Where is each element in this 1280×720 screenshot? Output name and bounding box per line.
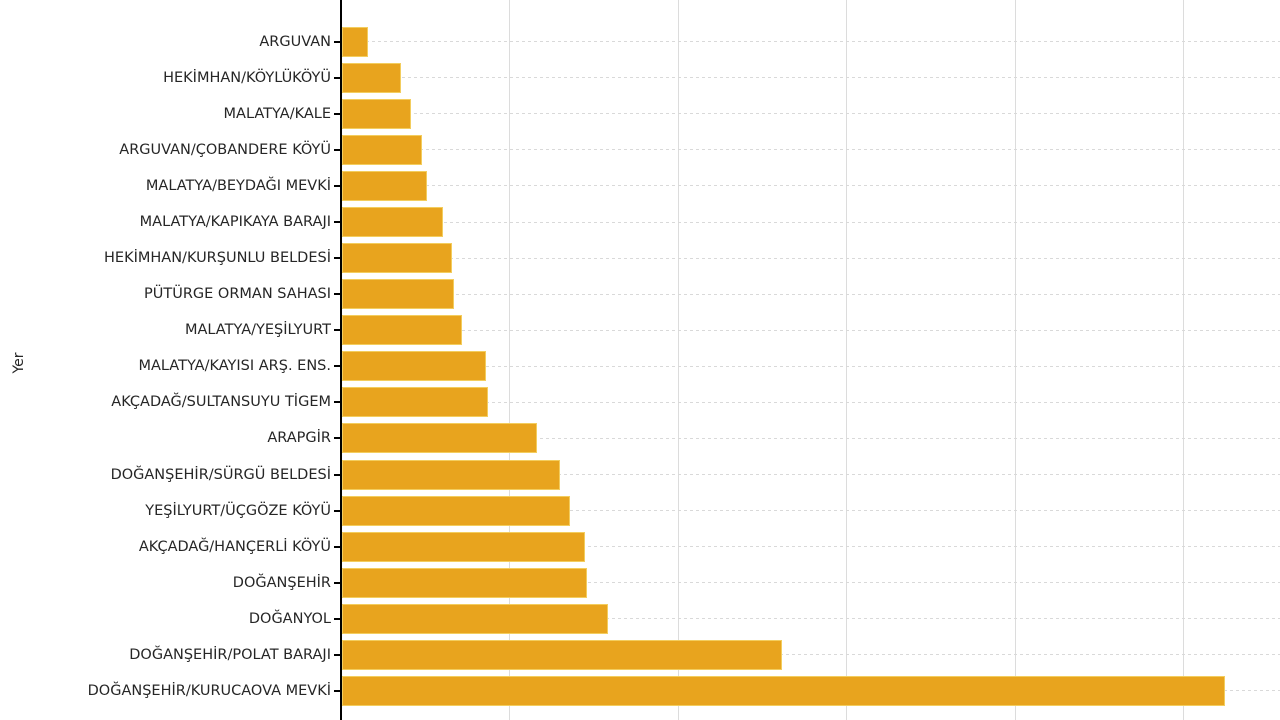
bar <box>342 531 585 562</box>
bar <box>342 603 608 634</box>
horizontal-gridline <box>342 365 1280 367</box>
y-axis-tick <box>334 509 342 512</box>
horizontal-gridline <box>342 582 1280 584</box>
y-axis-spine <box>340 0 342 720</box>
vertical-gridline <box>509 0 511 720</box>
y-tick-label: DOĞANŞEHİR/POLAT BARAJI <box>129 646 331 663</box>
vertical-gridline <box>1014 0 1016 720</box>
y-tick-label: AKÇADAĞ/SULTANSUYU TİGEM <box>111 394 331 411</box>
y-tick-label: AKÇADAĞ/HANÇERLİ KÖYÜ <box>138 538 331 555</box>
horizontal-gridline <box>342 437 1280 439</box>
bar <box>342 459 560 490</box>
y-tick-label: MALATYA/KAPIKAYA BARAJI <box>139 214 331 231</box>
horizontal-gridline <box>342 293 1280 295</box>
bar <box>342 134 422 165</box>
y-axis-tick <box>334 184 342 187</box>
y-axis-tick <box>334 76 342 79</box>
y-tick-label: HEKİMHAN/KURŞUNLU BELDESİ <box>104 250 331 267</box>
horizontal-gridline <box>342 401 1280 403</box>
bar <box>342 567 587 598</box>
y-axis-tick <box>334 365 342 368</box>
horizontal-gridline <box>342 221 1280 223</box>
bar <box>342 170 427 201</box>
y-axis-tick <box>334 653 342 656</box>
bar <box>342 423 537 454</box>
horizontal-gridline <box>342 618 1280 620</box>
y-axis-tick <box>334 40 342 43</box>
bar <box>342 495 570 526</box>
y-axis-tick <box>334 221 342 224</box>
y-tick-label: PÜTÜRGE ORMAN SAHASI <box>144 286 331 303</box>
y-axis-tick <box>334 293 342 296</box>
y-axis-tick <box>334 473 342 476</box>
y-tick-label: HEKİMHAN/KÖYLÜKÖYÜ <box>163 69 331 86</box>
y-tick-label: DOĞANŞEHİR/SÜRGÜ BELDESİ <box>110 466 331 483</box>
vertical-gridline <box>677 0 679 720</box>
horizontal-gridline <box>342 329 1280 331</box>
y-tick-label: ARAPGİR <box>267 430 331 447</box>
bar <box>342 243 452 274</box>
y-axis-tick <box>334 581 342 584</box>
horizontal-gridline <box>342 113 1280 115</box>
bar <box>342 675 1225 706</box>
y-axis-tick <box>334 329 342 332</box>
horizontal-gridline <box>342 546 1280 548</box>
y-tick-label: MALATYA/BEYDAĞI MEVKİ <box>145 177 331 194</box>
horizontal-gridline <box>342 41 1280 43</box>
bar <box>342 279 454 310</box>
y-tick-label: DOĞANŞEHİR/KURUCAOVA MEVKİ <box>87 682 331 699</box>
vertical-gridline <box>1183 0 1184 720</box>
y-tick-label: MALATYA/KAYISI ARŞ. ENS. <box>138 358 331 375</box>
y-tick-label: MALATYA/KALE <box>223 105 331 122</box>
horizontal-gridline <box>342 185 1280 187</box>
bar <box>342 207 443 238</box>
y-axis-tick <box>334 545 342 548</box>
horizontal-gridline <box>342 654 1280 656</box>
horizontal-gridline <box>342 77 1280 79</box>
bar <box>342 98 411 129</box>
vertical-gridline <box>846 0 848 720</box>
y-tick-label: ARGUVAN <box>259 33 331 50</box>
bar <box>342 639 782 670</box>
y-axis-tick <box>334 257 342 260</box>
y-tick-label: MALATYA/YEŞİLYURT <box>184 322 331 339</box>
y-axis-tick <box>334 437 342 440</box>
y-tick-label: ARGUVAN/ÇOBANDERE KÖYÜ <box>119 141 331 158</box>
y-axis-tick <box>334 617 342 620</box>
bar <box>342 351 486 382</box>
y-tick-label: YEŞİLYURT/ÜÇGÖZE KÖYÜ <box>145 502 331 519</box>
horizontal-gridline <box>342 149 1280 151</box>
horizontal-gridline <box>342 510 1280 512</box>
y-axis-tick <box>334 112 342 115</box>
horizontal-gridline <box>342 474 1280 476</box>
y-axis-tick <box>334 401 342 404</box>
y-tick-label: DOĞANŞEHİR <box>232 574 331 591</box>
bar <box>342 315 462 346</box>
y-axis-tick <box>334 148 342 151</box>
horizontal-gridline <box>342 257 1280 259</box>
bar <box>342 387 488 418</box>
bar <box>342 26 368 57</box>
y-axis-tick <box>334 689 342 692</box>
y-tick-label: DOĞANYOL <box>248 610 331 627</box>
bar <box>342 62 401 93</box>
